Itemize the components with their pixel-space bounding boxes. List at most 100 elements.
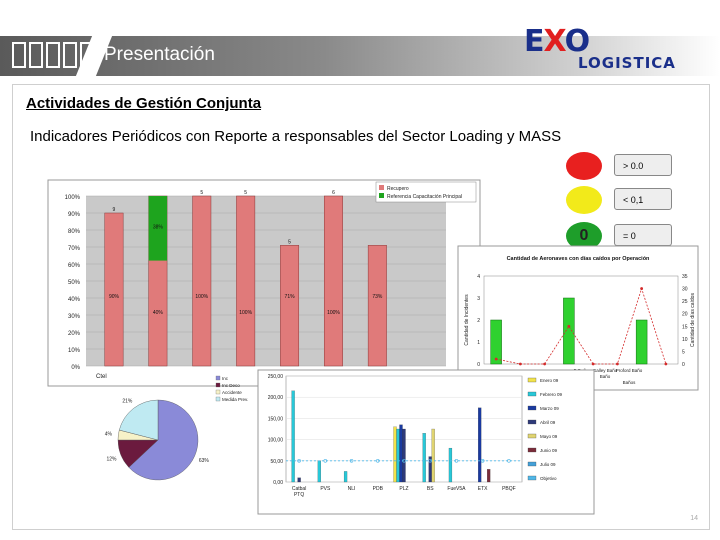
logo-letter: O — [564, 24, 590, 59]
y2-tick-label: 35 — [682, 274, 688, 280]
traffic-zero: 0 — [579, 227, 589, 244]
y-tick-label: 50,00 — [270, 459, 283, 465]
y-tick-label: 30% — [68, 314, 81, 320]
y2-tick-label: 20 — [682, 312, 688, 318]
slide-header: Presentación EXO LOGISTICA — [0, 0, 720, 86]
bar — [343, 471, 348, 483]
x-tick-label: PTQ — [294, 492, 304, 498]
legend-swatch — [527, 461, 537, 467]
legend-label: Junio 09 — [540, 448, 558, 453]
y-tick-label: 100% — [65, 195, 81, 201]
line-point — [615, 362, 619, 366]
traffic-row-yellow: < 0,1 — [566, 186, 678, 214]
traffic-label: > 0.0 — [614, 154, 672, 176]
legend-swatch — [527, 377, 537, 383]
bar-value-label: 71% — [285, 294, 296, 300]
line-point — [591, 362, 595, 366]
section-subtitle: Indicadores Periódicos con Reporte a res… — [30, 128, 562, 145]
bar-value-label: 73% — [372, 294, 383, 300]
header-band — [0, 36, 720, 76]
objective-point — [402, 459, 406, 463]
bar-label: 38% — [153, 224, 164, 230]
bar — [487, 469, 491, 483]
x-tick-label: ETX — [478, 486, 488, 492]
header-block — [29, 42, 43, 68]
legend-swatch — [215, 396, 221, 402]
bar — [280, 245, 300, 367]
traffic-label: < 0,1 — [614, 188, 672, 210]
legend-label: Mayo 09 — [540, 434, 558, 439]
logo-letter-x: X — [543, 24, 566, 59]
line-point — [567, 324, 571, 328]
pie-label: 21% — [122, 398, 133, 404]
y-tick-label: 3 — [477, 296, 480, 302]
aeronaves-combo-chart: Cantidad de Aeronaves con días caídos po… — [457, 245, 699, 391]
objective-point — [428, 459, 433, 463]
y-axis-label: Cantidad de Incidentes — [464, 294, 470, 346]
bar-top-label: 5 — [200, 190, 203, 196]
x-tick-label: BS — [427, 486, 434, 492]
page-number: 14 — [690, 515, 698, 522]
legend-label: Accidente — [222, 390, 242, 395]
chart-title: Cantidad de Aeronaves con días caídos po… — [507, 256, 650, 262]
objective-point — [349, 459, 354, 463]
bar — [431, 428, 435, 483]
bar-value-label: 40% — [153, 310, 164, 316]
plot-area — [483, 275, 679, 365]
series-line — [496, 287, 667, 365]
y-tick-label: 200,00 — [268, 395, 284, 401]
y-tick-label: 20% — [68, 331, 81, 337]
legend-label: Inc — [222, 376, 229, 381]
objective-point — [507, 459, 511, 463]
legend-swatch — [379, 185, 384, 190]
line-point — [543, 362, 547, 366]
legend-box — [375, 181, 477, 203]
y2-tick-label: 30 — [682, 287, 688, 293]
x-tick-label: PDB — [373, 486, 384, 492]
y2-tick-label: 25 — [682, 299, 688, 305]
y-tick-label: 2 — [477, 318, 480, 324]
pie-slice — [128, 399, 199, 481]
incidents-pie-chart: 63% 12% 4% 21% Inc Inc Deco Accidente Medida Pr… — [105, 375, 248, 481]
legend-swatch — [527, 433, 537, 439]
legend-swatch — [527, 391, 537, 397]
y-tick-label: 250,00 — [268, 374, 284, 380]
y-tick-label: 0,00 — [273, 480, 283, 486]
bar — [396, 428, 400, 483]
legend-label: Marzo 09 — [540, 406, 559, 411]
x-tick-label: Baño — [600, 374, 611, 379]
bar-green-segment — [148, 196, 168, 261]
bar — [192, 195, 212, 367]
slide-title: Presentación — [104, 44, 215, 65]
section-title: Actividades de Gestión Conjunta — [26, 95, 262, 112]
red-circle-icon — [566, 152, 602, 180]
logo-letter: E — [524, 24, 544, 59]
monthly-bar-chart: 0,0050,00100,00150,00200,00250,00CatbalP… — [257, 369, 595, 515]
x-tick-label: Ctel — [96, 374, 107, 380]
y2-axis-label: Cantidad de días caídos — [690, 293, 696, 347]
legend-label: Referencia Capacitación Principal — [387, 194, 462, 200]
y-tick-label: 0% — [71, 365, 80, 371]
bar — [399, 424, 403, 483]
content-frame — [12, 84, 710, 530]
legend-label: Enero 09 — [540, 378, 559, 383]
green-circle-icon: 0 — [566, 222, 602, 250]
y-tick-label: 50% — [68, 280, 81, 286]
line-point — [494, 357, 498, 361]
bar — [490, 319, 502, 365]
y2-tick-label: 5 — [682, 349, 685, 355]
bar — [428, 456, 432, 483]
pie-label: 4% — [105, 432, 113, 438]
legend-swatch — [527, 419, 537, 425]
objective-point — [297, 459, 301, 463]
y-tick-label: 4 — [477, 274, 480, 280]
header-block — [46, 42, 60, 68]
legend-label: Medida Prev. — [222, 397, 248, 402]
x-tick-label: Galley Baño — [593, 368, 618, 373]
yellow-circle-icon — [566, 186, 602, 214]
x-tick-label: Baños — [623, 380, 637, 385]
objective-point — [454, 459, 459, 463]
logo-text-main: EXO — [524, 24, 590, 59]
y2-tick-label: 0 — [682, 362, 685, 368]
legend-label: Recupero — [387, 186, 409, 192]
